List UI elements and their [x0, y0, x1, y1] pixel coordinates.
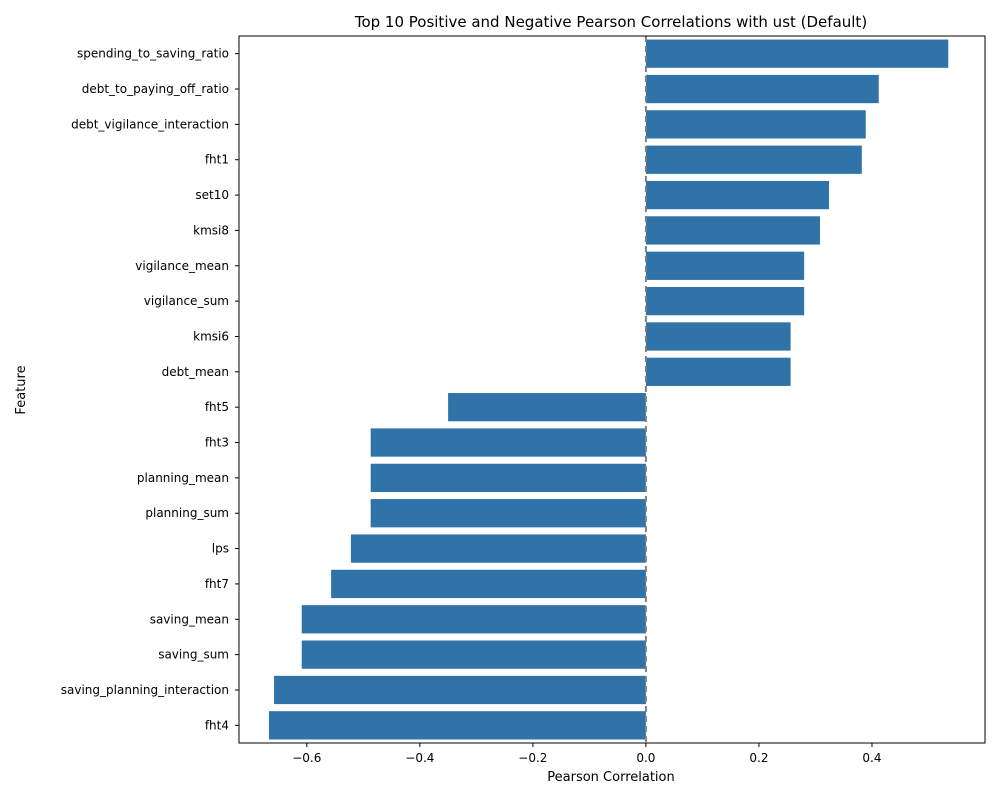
x-tick-label: −0.6	[292, 751, 321, 765]
frame-layer	[238, 35, 986, 744]
bars-layer	[268, 39, 949, 740]
bar-planning_mean	[370, 463, 646, 493]
x-tick-label: 0.4	[862, 751, 881, 765]
x-ticks-layer: −0.6 −0.4 −0.2 0.0 0.2 0.4	[292, 743, 882, 765]
y-tick-label: debt_vigilance_interaction	[71, 117, 229, 131]
y-tick-label: saving_planning_interaction	[61, 683, 229, 697]
y-tick-label: vigilance_sum	[144, 294, 229, 308]
bar-set10	[645, 180, 830, 210]
bar-spending_to_saving_ratio	[645, 39, 949, 68]
bar-fht7	[331, 569, 646, 599]
bar-saving_sum	[301, 640, 646, 669]
y-tick-label: saving_mean	[150, 612, 229, 626]
x-tick-label: 0.2	[749, 751, 768, 765]
y-ticks-layer: spending_to_saving_ratio debt_to_paying_o…	[61, 47, 239, 732]
bar-fht1	[645, 145, 862, 174]
y-tick-label: saving_sum	[158, 648, 229, 662]
bar-saving_planning_interaction	[274, 675, 646, 705]
plot-frame	[238, 35, 986, 744]
bar-planning_sum	[370, 499, 646, 528]
y-tick-label: debt_to_paying_off_ratio	[82, 82, 229, 96]
y-tick-label: kmsi6	[193, 329, 229, 343]
y-tick-label: fht4	[205, 718, 229, 732]
x-tick-label: 0.0	[636, 751, 655, 765]
y-tick-label: fht5	[205, 400, 229, 414]
y-tick-label: debt_mean	[162, 365, 229, 379]
y-tick-label: kmsi8	[193, 223, 229, 237]
bar-fht3	[370, 428, 646, 457]
bar-vigilance_mean	[645, 251, 805, 280]
bar-kmsi8	[645, 216, 820, 245]
x-tick-label: −0.4	[405, 751, 434, 765]
y-tick-label: planning_sum	[145, 506, 229, 520]
bar-kmsi6	[645, 322, 791, 351]
x-axis-label: Pearson Correlation	[547, 770, 674, 785]
bar-saving_mean	[301, 605, 646, 634]
y-tick-label: fht7	[205, 577, 229, 591]
y-tick-label: set10	[195, 188, 229, 202]
y-tick-label: lps	[212, 542, 229, 556]
chart-title: Top 10 Positive and Negative Pearson Cor…	[354, 13, 867, 31]
bar-debt_vigilance_interaction	[645, 110, 866, 139]
bar-fht4	[268, 711, 646, 740]
bar-fht5	[448, 393, 646, 422]
bar-debt_to_paying_off_ratio	[645, 74, 879, 104]
bar-debt_mean	[645, 357, 791, 386]
y-tick-label: vigilance_mean	[135, 259, 229, 273]
bar-vigilance_sum	[645, 286, 805, 316]
y-tick-label: fht1	[205, 153, 229, 167]
y-axis-label: Feature	[14, 365, 29, 414]
y-tick-label: spending_to_saving_ratio	[77, 47, 229, 61]
y-tick-label: fht3	[205, 436, 229, 450]
x-tick-label: −0.2	[518, 751, 547, 765]
bar-lps	[350, 534, 646, 563]
y-tick-label: planning_mean	[137, 471, 229, 485]
